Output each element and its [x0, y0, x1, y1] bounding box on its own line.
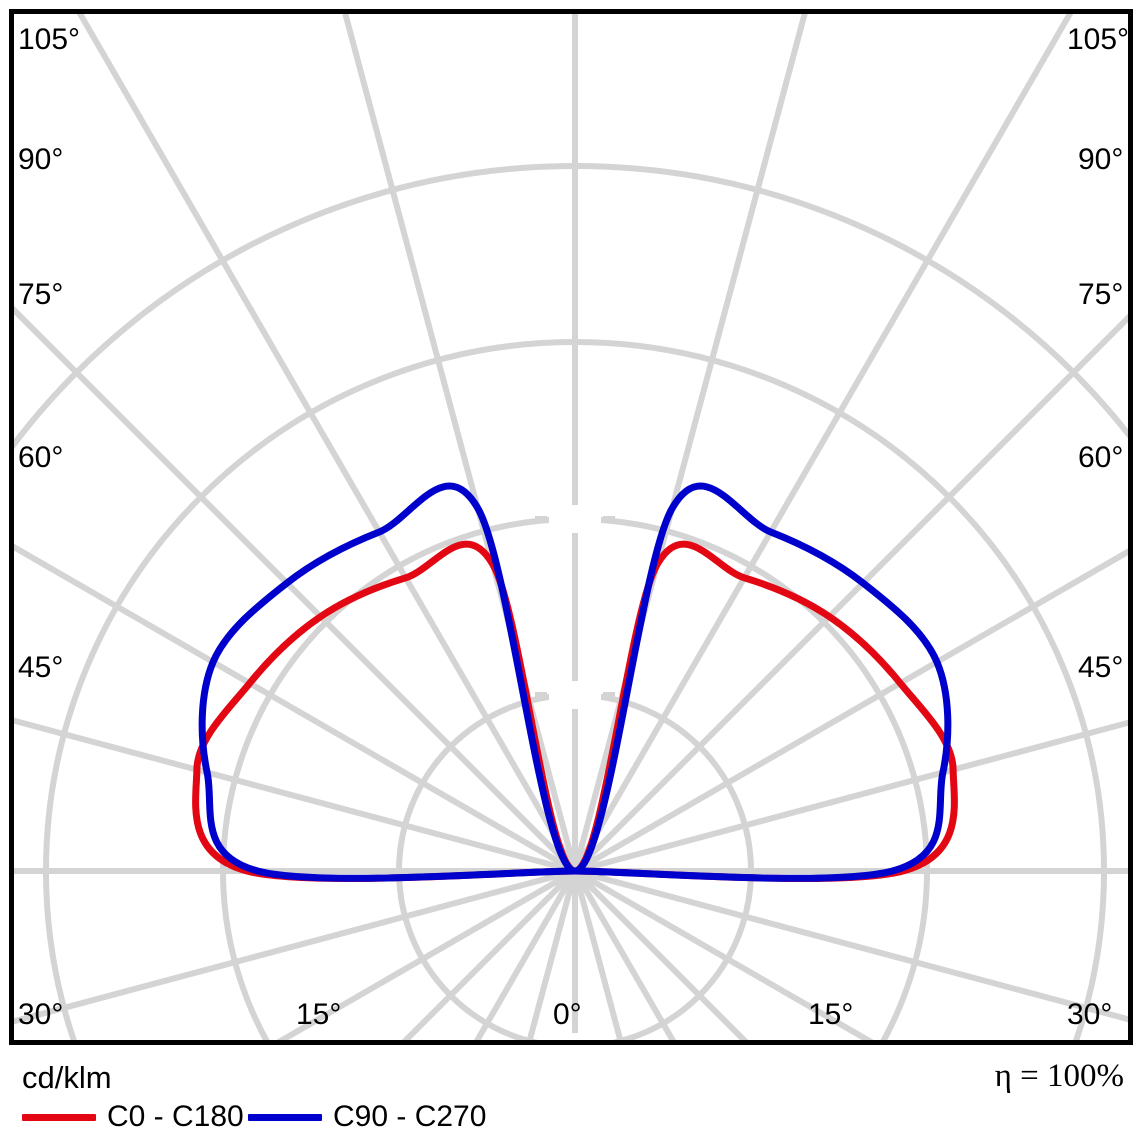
chart-footer: cd/klm η = 100% C0 - C180 C90 - C270: [0, 1046, 1142, 1132]
unit-label: cd/klm: [22, 1060, 112, 1095]
axis-label-right-60deg: 60°: [1078, 441, 1124, 474]
axis-label-left-45deg: 45°: [18, 651, 64, 684]
axis-label-right-45deg: 45°: [1078, 651, 1124, 684]
axis-label-bottom-2-15deg: 15°: [808, 998, 854, 1031]
axis-label-left-60deg: 60°: [18, 441, 64, 474]
axis-label-left-105deg: 105°: [18, 23, 81, 56]
legend-label-c0-c180: C0 - C180: [107, 1100, 244, 1132]
legend-item-c90-c270: C90 - C270: [248, 1100, 487, 1132]
polar-grid: [14, 14, 1128, 1040]
legend-swatch-c0-c180: [22, 1113, 96, 1121]
axis-label-right-105deg: 105°: [1067, 23, 1130, 56]
polar-plot-frame: [9, 9, 1133, 1045]
axis-label-right-75deg: 75°: [1078, 278, 1124, 311]
legend-swatch-c90-c270: [248, 1113, 322, 1121]
axis-label-bottom-1-0deg: 0°: [553, 998, 582, 1031]
legend-item-c0-c180: C0 - C180: [22, 1100, 244, 1132]
axis-label-left-75deg: 75°: [18, 278, 64, 311]
polar-grid-and-curves: [14, 14, 1128, 1040]
efficiency-label: η = 100%: [994, 1058, 1124, 1094]
axis-label-bottom-0-15deg: 15°: [296, 998, 342, 1031]
polar-curves: [192, 482, 958, 882]
legend-label-c90-c270: C90 - C270: [333, 1100, 487, 1132]
axis-label-left-90deg: 90°: [18, 143, 64, 176]
axis-label-right-30deg: 30°: [1067, 998, 1113, 1031]
axis-label-left-30deg: 30°: [18, 998, 64, 1031]
axis-label-right-90deg: 90°: [1078, 143, 1124, 176]
